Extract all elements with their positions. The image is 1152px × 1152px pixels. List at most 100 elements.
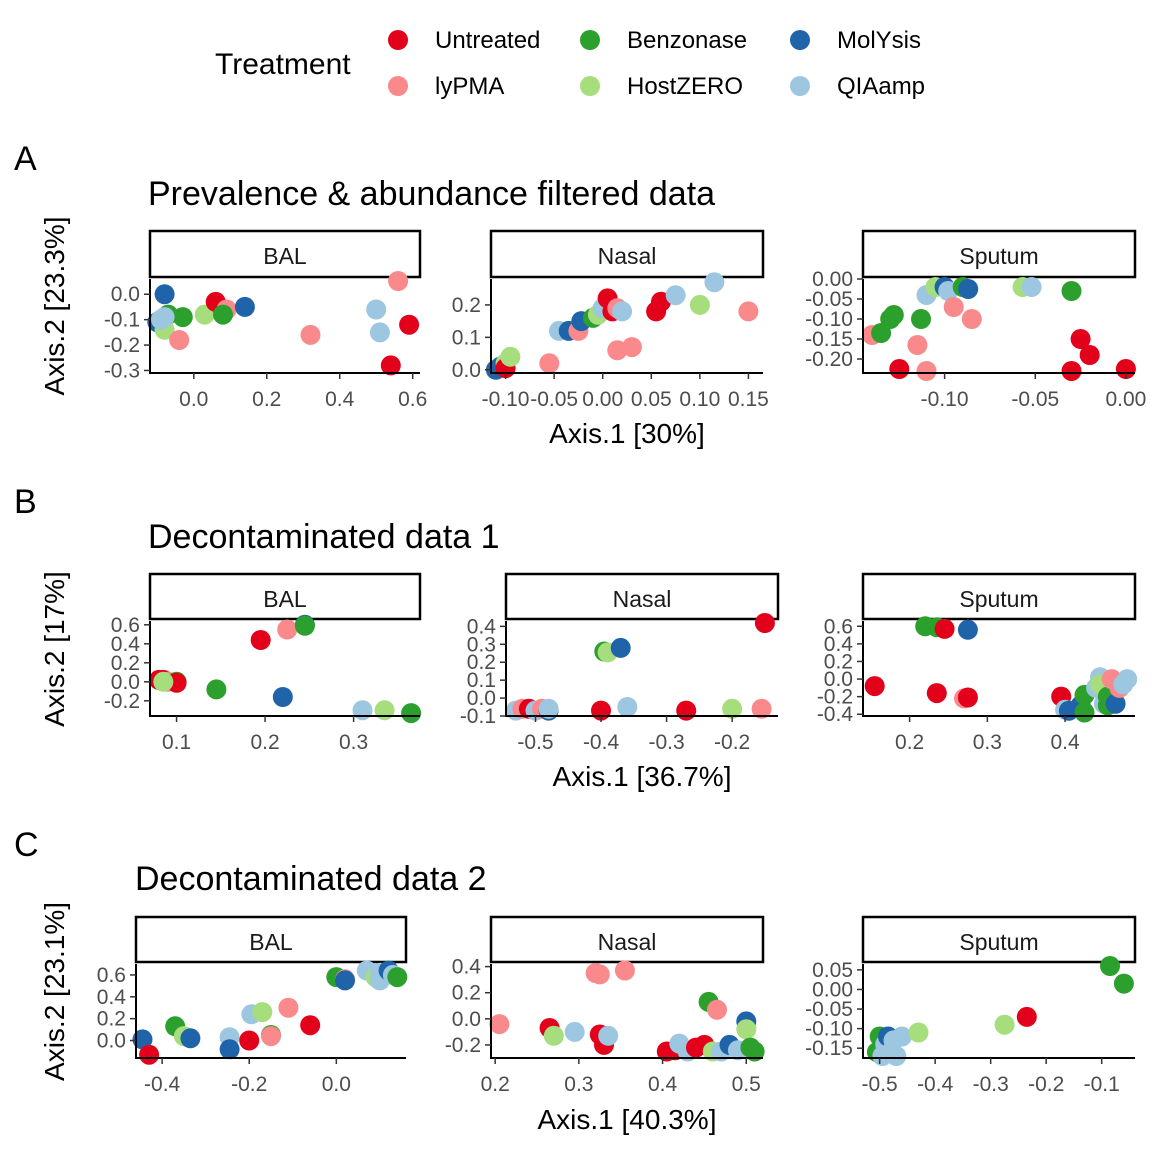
data-point <box>278 997 299 1018</box>
data-point <box>883 305 904 325</box>
data-point <box>153 671 174 692</box>
data-point <box>1079 345 1100 365</box>
y-tick-label: -0.10 <box>805 1018 853 1041</box>
data-point <box>707 999 727 1020</box>
y-tick-label: 0.0 <box>467 687 496 710</box>
data-point <box>736 1019 757 1040</box>
data-point <box>676 700 697 721</box>
data-point <box>994 1014 1015 1035</box>
x-tick-label: 0.4 <box>325 388 355 411</box>
data-point <box>610 637 631 658</box>
facet-strip-label: Sputum <box>959 586 1038 612</box>
data-point <box>957 687 978 708</box>
panel-title: Prevalence & abundance filtered data <box>148 175 715 213</box>
data-point <box>154 307 175 328</box>
legend-label: HostZERO <box>627 73 743 100</box>
data-point <box>1061 361 1082 381</box>
data-point <box>1105 693 1126 714</box>
y-tick-label: 0.3 <box>467 633 496 656</box>
data-point <box>665 285 686 306</box>
data-points <box>862 277 1136 381</box>
data-point <box>751 698 772 719</box>
data-point <box>300 324 321 345</box>
data-point <box>250 630 271 650</box>
x-tick-label: 0.00 <box>1105 388 1146 411</box>
data-points <box>132 960 408 1065</box>
x-tick-label: 0.0 <box>179 388 208 411</box>
y-tick-label: 0.0 <box>97 1030 126 1053</box>
data-point <box>911 309 931 329</box>
y-tick-label: 0.2 <box>467 651 496 674</box>
facet-strip-label: Nasal <box>613 586 672 612</box>
x-axis-title: Axis.1 [40.3%] <box>538 1104 717 1135</box>
data-point <box>943 297 964 317</box>
data-point <box>539 353 560 374</box>
x-tick-label: 0.2 <box>250 731 279 754</box>
y-tick-label: -0.2 <box>104 334 140 357</box>
data-points <box>505 613 775 721</box>
data-point <box>961 309 982 329</box>
y-tick-label: -0.15 <box>805 1037 853 1060</box>
data-points <box>489 960 765 1062</box>
facet-strip-label: Nasal <box>598 929 657 955</box>
x-tick-label: -0.3 <box>973 1073 1009 1096</box>
y-tick-label: 0.4 <box>452 956 482 979</box>
x-tick-label: 0.00 <box>582 388 623 411</box>
data-point <box>300 1015 321 1036</box>
data-point <box>366 299 387 320</box>
data-point <box>374 700 395 721</box>
data-point <box>907 335 928 355</box>
data-point <box>213 304 233 325</box>
facet-strip-label: BAL <box>249 929 293 955</box>
facet-strip <box>148 572 422 621</box>
y-axis-title: Axis.2 [23.3%] <box>39 217 70 396</box>
x-tick-label: 0.0 <box>322 1073 351 1096</box>
data-point <box>598 1025 619 1046</box>
data-point <box>388 271 409 291</box>
x-tick-label: -0.05 <box>1011 388 1059 411</box>
data-points <box>148 614 422 724</box>
y-tick-label: 0.6 <box>97 964 126 987</box>
data-point <box>934 618 955 639</box>
y-tick-label: 0.2 <box>452 982 481 1005</box>
y-tick-label: 0.0 <box>452 359 481 382</box>
y-tick-label: 0.6 <box>824 615 853 638</box>
y-tick-label: 0.2 <box>111 652 140 675</box>
data-point <box>335 970 355 991</box>
data-point <box>738 301 759 322</box>
facet-strip-label: Sputum <box>959 929 1038 955</box>
x-tick-label: -0.4 <box>917 1073 954 1096</box>
y-axis-title: Axis.2 [23.1%] <box>39 902 70 1081</box>
data-point <box>543 1025 564 1046</box>
facet-strip-label: BAL <box>263 243 307 269</box>
data-point <box>387 967 408 988</box>
x-tick-label: -0.05 <box>530 388 578 411</box>
facet-strip-label: BAL <box>263 586 307 612</box>
data-point <box>722 698 743 719</box>
x-tick-label: 0.15 <box>728 388 769 411</box>
data-point <box>704 272 725 293</box>
data-points <box>864 616 1138 723</box>
data-point <box>369 322 390 343</box>
data-point <box>864 676 885 697</box>
x-tick-label: -0.4 <box>583 731 620 754</box>
x-axis-title: Axis.1 [36.7%] <box>553 761 732 792</box>
data-point <box>958 279 979 299</box>
legend-label: Benzonase <box>627 27 747 54</box>
data-point <box>617 697 638 717</box>
legend-label: MolYsis <box>837 27 921 54</box>
data-point <box>957 619 978 640</box>
data-point <box>294 615 315 636</box>
data-point <box>1074 702 1095 723</box>
y-tick-label: 0.2 <box>452 294 481 317</box>
data-point <box>614 960 635 981</box>
data-point <box>380 355 401 376</box>
panel-title: Decontaminated data 2 <box>135 860 487 898</box>
y-tick-label: 0.4 <box>97 986 127 1009</box>
data-point <box>908 1022 929 1043</box>
data-point <box>1021 277 1042 297</box>
data-point <box>239 1030 260 1051</box>
facet-sputum: Sputum-0.10 -0.05 0.00-0.20-0.15-0.10-0.05… <box>805 229 1146 411</box>
data-point <box>1061 281 1082 301</box>
